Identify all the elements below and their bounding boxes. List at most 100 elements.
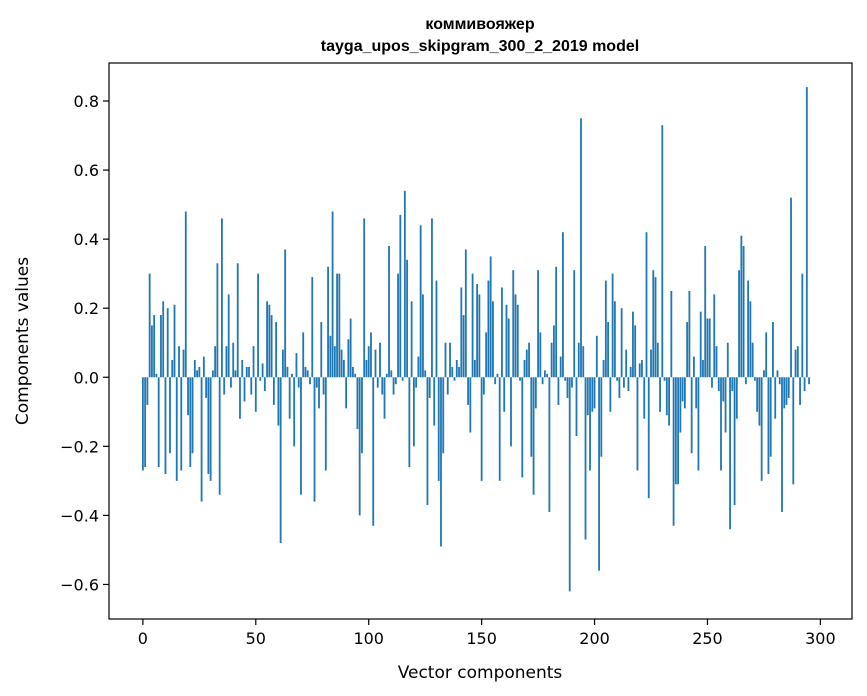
bar xyxy=(634,325,637,378)
bar xyxy=(632,311,634,378)
bar xyxy=(205,377,208,398)
bar xyxy=(749,301,752,378)
bar xyxy=(683,377,686,409)
bar xyxy=(469,377,472,433)
plot-frame xyxy=(108,62,853,620)
bar xyxy=(543,370,546,378)
bar xyxy=(148,273,151,378)
bar xyxy=(659,377,661,412)
bar xyxy=(473,359,476,378)
bar xyxy=(794,349,797,378)
bar xyxy=(679,377,682,433)
bar xyxy=(275,322,278,378)
bar xyxy=(279,377,282,544)
bar xyxy=(189,377,192,468)
bar xyxy=(609,377,612,412)
bar xyxy=(376,377,379,388)
bar xyxy=(304,366,307,378)
bar xyxy=(322,377,325,395)
bar xyxy=(656,342,659,378)
bar xyxy=(227,294,230,378)
bar xyxy=(239,377,241,419)
bar xyxy=(320,322,323,378)
y-axis-label: Components values xyxy=(13,257,33,425)
bar xyxy=(144,377,147,468)
bar xyxy=(686,322,689,378)
bar xyxy=(677,377,680,485)
bar xyxy=(313,377,316,502)
bar xyxy=(704,246,707,378)
bar xyxy=(302,332,305,378)
bar xyxy=(595,335,598,378)
bar xyxy=(146,377,149,405)
bar xyxy=(433,377,436,426)
bar xyxy=(776,370,779,378)
bar xyxy=(546,373,549,378)
bar xyxy=(442,377,445,454)
bar xyxy=(476,284,479,378)
bar xyxy=(616,377,619,381)
bar xyxy=(218,377,221,495)
bar xyxy=(758,377,761,426)
bar xyxy=(245,366,248,378)
bar xyxy=(571,377,573,388)
bar xyxy=(392,377,395,395)
bar xyxy=(496,373,499,378)
bar xyxy=(385,373,388,378)
bar xyxy=(711,377,713,388)
bar xyxy=(261,363,264,378)
x-tick-label: 200 xyxy=(579,629,610,648)
y-tick-label: 0.2 xyxy=(74,299,99,318)
bar xyxy=(801,273,804,378)
bar xyxy=(593,377,596,409)
bar xyxy=(401,377,404,381)
bar xyxy=(498,377,501,481)
bar xyxy=(286,366,289,378)
bar xyxy=(424,370,427,378)
bar xyxy=(272,377,275,405)
bar xyxy=(482,377,485,395)
y-tick-label: 0.0 xyxy=(74,368,99,387)
bar xyxy=(363,218,366,378)
bar xyxy=(602,359,605,378)
bar xyxy=(489,256,492,378)
bar xyxy=(259,377,262,381)
y-tick-label: 0.8 xyxy=(74,92,99,111)
bar xyxy=(647,377,650,499)
bar xyxy=(503,377,506,412)
bar xyxy=(690,377,693,454)
bar xyxy=(552,325,555,378)
x-tick-label: 150 xyxy=(466,629,497,648)
bar xyxy=(437,377,440,481)
bar xyxy=(160,315,162,378)
bar xyxy=(202,356,205,378)
bar xyxy=(354,373,357,378)
bar xyxy=(541,377,544,385)
bar xyxy=(769,377,772,457)
bar xyxy=(539,332,542,378)
bar xyxy=(327,266,329,378)
bar xyxy=(756,377,759,412)
bar xyxy=(232,342,235,378)
bar xyxy=(241,359,244,378)
bar xyxy=(781,377,783,512)
bar xyxy=(444,342,447,378)
bar xyxy=(207,377,210,474)
x-tick-label: 300 xyxy=(805,629,836,648)
bar xyxy=(699,311,702,378)
bar xyxy=(645,232,648,378)
bar xyxy=(805,87,808,378)
bar xyxy=(790,197,792,378)
bar xyxy=(562,232,564,378)
bar xyxy=(293,377,296,447)
bar xyxy=(211,370,214,378)
bar xyxy=(629,366,632,378)
bar xyxy=(394,377,397,385)
bar xyxy=(514,294,517,378)
bar xyxy=(318,377,320,409)
bar xyxy=(661,125,664,378)
bar xyxy=(295,353,298,378)
bar xyxy=(695,377,698,409)
x-tick-label: 100 xyxy=(353,629,384,648)
bar xyxy=(417,356,420,378)
